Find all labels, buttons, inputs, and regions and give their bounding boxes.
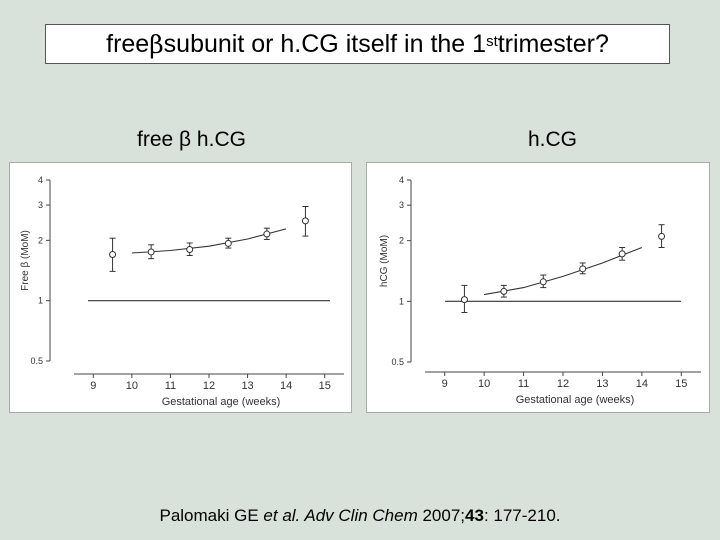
data-point (579, 265, 587, 273)
citation-year: 2007; (417, 506, 466, 525)
data-point (618, 250, 626, 258)
citation: Palomaki GE et al. Adv Clin Chem 2007;43… (0, 506, 720, 526)
y-tick-label: 4 (399, 175, 404, 185)
x-tick-label: 14 (636, 378, 648, 390)
trend-line (131, 228, 287, 254)
trend-line (484, 246, 643, 296)
y-tick-label: 1 (399, 296, 404, 306)
y-tick-label: 0.5 (30, 356, 43, 366)
data-point (263, 230, 271, 238)
x-axis-label: Gestational age (weeks) (162, 396, 281, 408)
x-tick-label: 9 (442, 378, 448, 390)
citation-etal: et al. (263, 506, 301, 525)
title-suffix: trimester? (497, 29, 609, 58)
hcg-chart-panel: 0.5 1 2 3 4 9 10 11 12 13 14 15 Gestational age (wee… (366, 162, 710, 413)
data-point (460, 296, 468, 304)
title-beta: β (149, 29, 164, 59)
data-point (186, 246, 194, 254)
y-tick-label: 1 (38, 296, 43, 306)
x-tick-label: 15 (675, 378, 687, 390)
data-point (224, 239, 232, 247)
data-point (539, 278, 547, 286)
x-tick-label: 11 (165, 380, 176, 392)
data-point (658, 232, 666, 240)
title-prefix: free (106, 29, 150, 58)
citation-volume: 43 (465, 506, 484, 525)
y-tick-label: 2 (399, 236, 404, 246)
x-tick-label: 12 (557, 378, 569, 390)
x-tick-label: 15 (319, 380, 331, 392)
x-tick-label: 9 (90, 380, 96, 392)
title-sup: st (486, 32, 498, 50)
data-point (500, 287, 508, 295)
x-tick-label: 11 (518, 378, 529, 390)
left-panel-label: free β h.CG (137, 128, 246, 151)
x-axis-label: Gestational age (weeks) (516, 394, 635, 406)
citation-authors: Palomaki GE (159, 506, 264, 525)
x-tick-label: 10 (478, 378, 490, 390)
x-tick-label: 10 (126, 380, 138, 392)
data-point (109, 250, 117, 258)
x-tick-label: 12 (203, 380, 215, 392)
y-tick-label: 3 (38, 200, 43, 210)
y-tick-label: 0.5 (391, 357, 404, 367)
y-axis-label: Free β (MoM) (20, 230, 31, 291)
x-tick-label: 13 (596, 378, 608, 390)
y-tick-label: 2 (38, 235, 43, 245)
x-tick-label: 14 (280, 380, 292, 392)
citation-journal: Adv Clin Chem (300, 506, 418, 525)
y-tick-label: 4 (38, 175, 43, 185)
data-point (301, 217, 309, 225)
data-point (147, 248, 155, 256)
citation-pages: : 177-210. (483, 506, 561, 525)
free-beta-chart-panel: 0.5 1 2 3 4 9 10 11 12 13 14 15 Gestational age (wee… (9, 162, 352, 413)
right-panel-label: h.CG (528, 128, 578, 151)
y-tick-label: 3 (399, 200, 404, 210)
y-axis-label: hCG (MoM) (379, 235, 390, 287)
x-tick-label: 13 (241, 380, 253, 392)
title-middle: subunit or h.CG itself in the 1 (163, 29, 487, 58)
